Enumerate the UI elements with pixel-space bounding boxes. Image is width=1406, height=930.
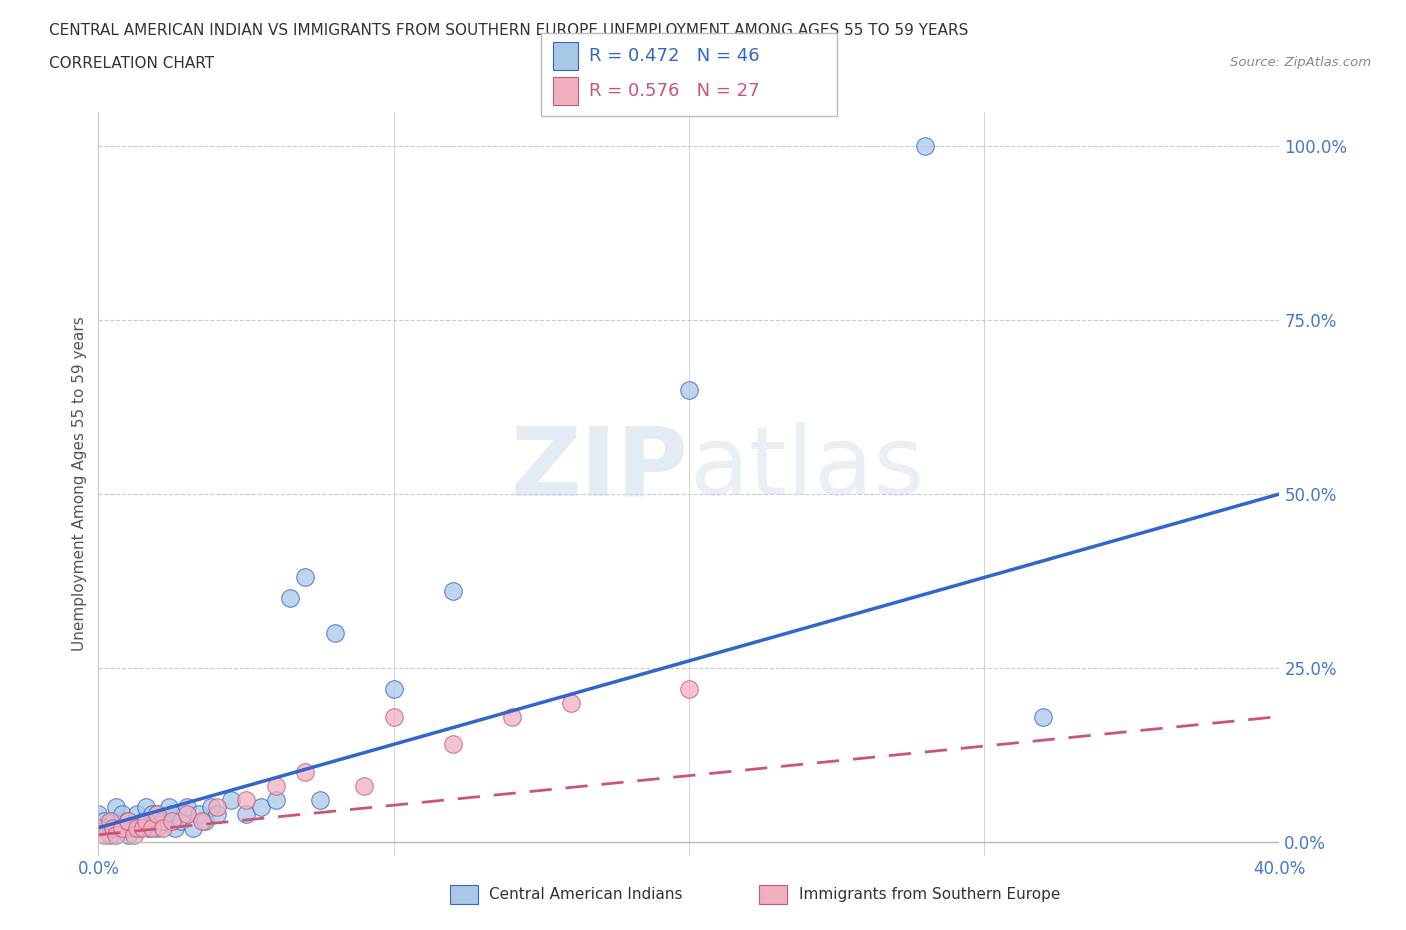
Text: Central American Indians: Central American Indians [489, 887, 683, 902]
Point [103, 820, 125, 835]
Text: R = 0.472   N = 46: R = 0.472 N = 46 [589, 46, 759, 65]
Point [105, 828, 128, 843]
Point [87, 806, 110, 821]
Point [111, 806, 134, 821]
Point [165, 820, 187, 835]
Point [146, 806, 169, 821]
Point [191, 814, 214, 829]
Text: R = 0.576   N = 27: R = 0.576 N = 27 [589, 82, 759, 100]
Point [221, 792, 243, 807]
Point [382, 709, 405, 724]
Point [103, 814, 125, 829]
Point [353, 778, 375, 793]
Point [176, 806, 198, 821]
Text: ZIP: ZIP [510, 422, 689, 515]
Point [382, 682, 405, 697]
Text: Source: ZipAtlas.com: Source: ZipAtlas.com [1230, 56, 1371, 69]
Point [152, 820, 174, 835]
Point [187, 806, 209, 821]
Point [323, 626, 346, 641]
Point [162, 814, 183, 829]
Point [98, 814, 121, 829]
Point [914, 139, 936, 153]
Text: Immigrants from Southern Europe: Immigrants from Southern Europe [799, 887, 1060, 902]
Point [170, 814, 193, 829]
Point [205, 806, 228, 821]
Point [146, 806, 169, 821]
Point [235, 792, 257, 807]
Point [235, 806, 257, 821]
Point [125, 820, 148, 835]
Point [87, 820, 110, 835]
Point [294, 570, 316, 585]
Point [194, 814, 217, 829]
Point [176, 800, 198, 815]
Point [143, 814, 166, 829]
Point [141, 820, 163, 835]
Point [111, 820, 134, 835]
Y-axis label: Unemployment Among Ages 55 to 59 years: Unemployment Among Ages 55 to 59 years [72, 316, 87, 651]
Point [157, 800, 180, 815]
Point [122, 820, 145, 835]
Point [132, 814, 155, 829]
Point [560, 696, 582, 711]
Point [181, 820, 204, 835]
Point [114, 820, 136, 835]
Point [280, 591, 302, 605]
Point [135, 814, 157, 829]
Point [146, 820, 169, 835]
Point [93, 814, 115, 829]
Text: atlas: atlas [689, 422, 924, 515]
Point [205, 800, 228, 815]
Point [678, 382, 700, 397]
Point [122, 828, 145, 843]
Point [132, 820, 155, 835]
Point [264, 792, 287, 807]
Point [135, 800, 157, 815]
Point [105, 800, 128, 815]
Text: CENTRAL AMERICAN INDIAN VS IMMIGRANTS FROM SOUTHERN EUROPE UNEMPLOYMENT AMONG AG: CENTRAL AMERICAN INDIAN VS IMMIGRANTS FR… [49, 23, 969, 38]
Point [141, 806, 163, 821]
Point [152, 814, 174, 829]
Point [200, 800, 222, 815]
Point [108, 820, 131, 835]
Point [441, 584, 464, 599]
Point [678, 682, 700, 697]
Point [128, 820, 150, 835]
Point [264, 778, 287, 793]
Point [294, 764, 316, 779]
Point [117, 828, 139, 843]
Text: CORRELATION CHART: CORRELATION CHART [49, 56, 214, 71]
Point [309, 792, 332, 807]
Point [1032, 709, 1054, 724]
Point [87, 820, 110, 835]
Point [162, 806, 183, 821]
Point [501, 709, 523, 724]
Point [138, 820, 160, 835]
Point [117, 814, 139, 829]
Point [98, 828, 121, 843]
Point [250, 800, 273, 815]
Point [125, 806, 148, 821]
Point [117, 814, 139, 829]
Point [93, 828, 115, 843]
Point [441, 737, 464, 751]
Point [96, 820, 118, 835]
